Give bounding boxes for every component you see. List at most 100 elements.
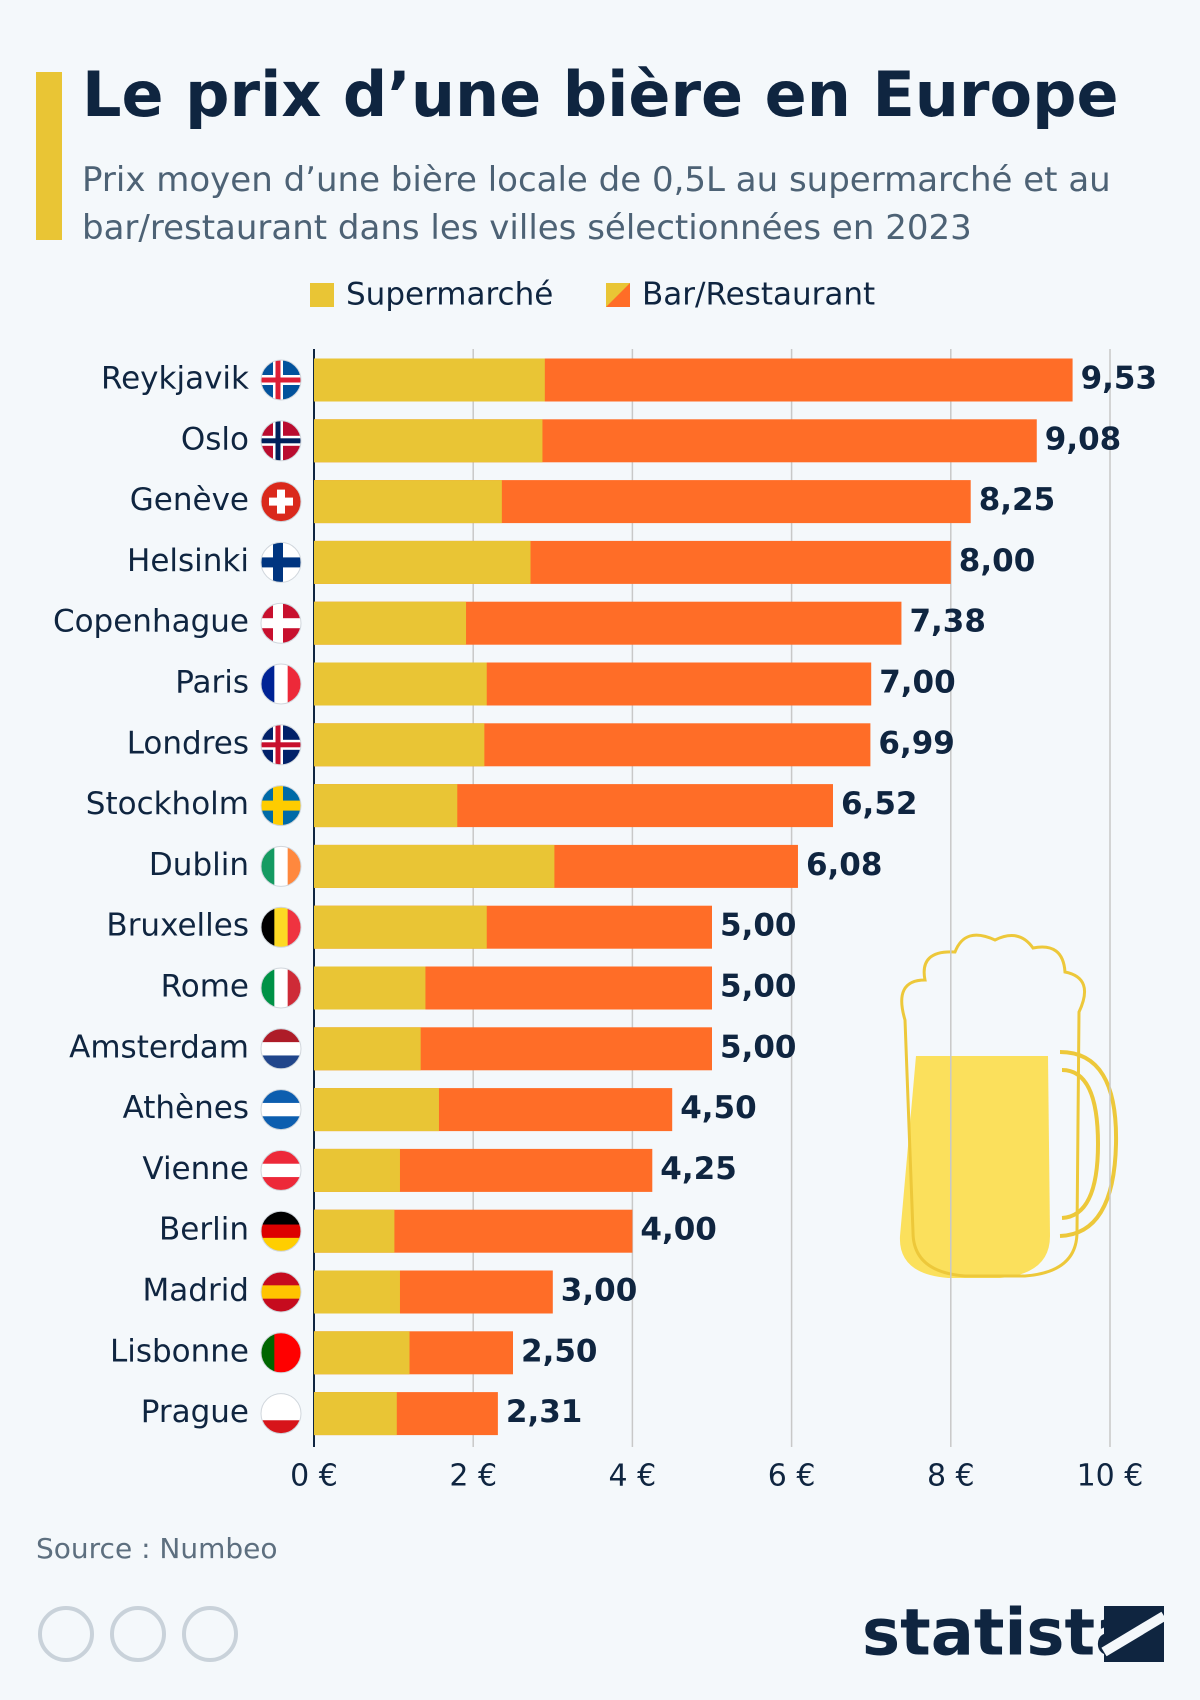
legend-swatch (310, 283, 334, 307)
flag-part (287, 1332, 301, 1373)
data-label: 7,38 (909, 604, 986, 640)
bar (314, 784, 458, 828)
bar (314, 1027, 421, 1071)
flag-outline (260, 602, 302, 644)
y-tick-label: Genève (130, 482, 249, 518)
brand-logo: statista (862, 1597, 1138, 1671)
flag-part (261, 1116, 301, 1130)
flag-part (261, 1285, 301, 1300)
bar (314, 1148, 400, 1192)
flag-part (261, 1028, 301, 1043)
flag-part (287, 664, 301, 704)
bar (314, 723, 485, 767)
flag (261, 664, 301, 704)
flag-part (261, 803, 301, 809)
y-tick-label: Athènes (123, 1090, 249, 1126)
flag-part (274, 968, 289, 1008)
flag-part (261, 1420, 301, 1434)
data-label: 3,00 (561, 1273, 638, 1309)
chart-title: Le prix d’une bière en Europe (82, 58, 1119, 131)
flag-outline (260, 1149, 302, 1191)
license-icons (38, 1606, 238, 1662)
flag-outline (260, 1393, 302, 1435)
data-label: 5,00 (720, 969, 797, 1005)
y-tick-label: Madrid (143, 1273, 249, 1309)
flag (261, 481, 301, 522)
x-tick-label: 0 € (290, 1459, 338, 1494)
legend-label: Bar/Restaurant (642, 277, 875, 313)
chart-subtitle: Prix moyen d’une bière locale de 0,5L au… (82, 160, 1111, 248)
data-label: 5,00 (720, 1029, 797, 1065)
flag-part (287, 846, 301, 887)
bar (314, 662, 487, 706)
flag-part (287, 907, 301, 948)
flag (261, 1211, 301, 1252)
legend-swatch (606, 283, 630, 307)
flag (261, 907, 301, 948)
bar (314, 1270, 400, 1314)
data-label: 4,25 (660, 1151, 737, 1187)
bar (314, 844, 555, 888)
flag-outline (260, 724, 302, 766)
flag (261, 360, 301, 400)
x-tick-label: 6 € (768, 1459, 816, 1494)
y-tick-label: Berlin (159, 1212, 249, 1248)
bar (314, 1392, 397, 1436)
flag (261, 1393, 301, 1434)
x-tick-label: 2 € (449, 1459, 497, 1494)
flag-part (274, 1332, 289, 1373)
flag (261, 1332, 301, 1373)
flag (261, 542, 301, 583)
bar (314, 480, 502, 524)
y-tick-label: Helsinki (127, 543, 249, 579)
flag-part (261, 1055, 301, 1069)
data-label: 4,50 (680, 1090, 757, 1126)
flag-part (261, 664, 275, 704)
flag-outline (260, 1089, 302, 1131)
flag-part (274, 907, 289, 948)
flag-part (274, 846, 289, 887)
flag-part (261, 1102, 301, 1117)
bar (314, 540, 531, 584)
flag-outline (260, 1332, 302, 1374)
data-label: 6,08 (806, 847, 883, 883)
flag-part (287, 968, 301, 1008)
flag-part (261, 1393, 301, 1408)
flag-part (261, 438, 301, 444)
flag-outline (260, 906, 302, 948)
flag-part (269, 497, 293, 506)
y-tick-label: Paris (175, 665, 249, 701)
y-tick-label: Prague (141, 1394, 249, 1430)
flag-outline (260, 845, 302, 887)
flag-part (261, 1224, 301, 1239)
bar (314, 419, 543, 463)
flag (261, 846, 301, 887)
flag (261, 603, 301, 644)
bar (314, 1331, 410, 1375)
flag-part (261, 620, 301, 626)
data-label: 2,50 (521, 1333, 598, 1369)
brand-mark (1101, 1606, 1167, 1662)
flag-outline (260, 1210, 302, 1252)
flag (261, 724, 301, 765)
data-label: 6,99 (878, 725, 955, 761)
flag-part (261, 1089, 301, 1104)
flag (261, 785, 301, 826)
bar (314, 905, 487, 949)
data-label: 6,52 (841, 786, 918, 822)
flag-part (261, 742, 301, 748)
flag-part (261, 1237, 301, 1252)
bar (314, 601, 467, 645)
flag-outline (260, 420, 302, 462)
y-tick-label: Reykjavik (101, 361, 249, 397)
title-accent (36, 72, 62, 240)
flag (261, 968, 301, 1008)
y-tick-label: Bruxelles (106, 908, 249, 944)
flag-part (261, 968, 275, 1008)
flag-outline (260, 359, 302, 401)
y-tick-label: Oslo (181, 421, 249, 457)
flag-part (261, 1406, 301, 1421)
flag-part (261, 907, 275, 948)
